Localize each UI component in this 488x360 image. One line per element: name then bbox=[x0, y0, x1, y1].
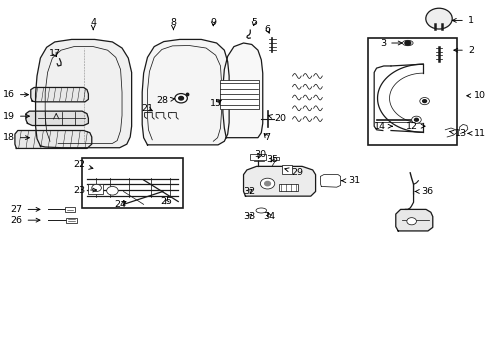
Bar bbox=[250, 154, 265, 160]
Text: 23: 23 bbox=[73, 185, 97, 194]
Text: 10: 10 bbox=[466, 91, 485, 100]
Text: 18: 18 bbox=[3, 133, 29, 142]
Circle shape bbox=[178, 96, 183, 100]
Circle shape bbox=[264, 181, 270, 186]
Polygon shape bbox=[320, 175, 340, 187]
Text: 36: 36 bbox=[414, 187, 432, 196]
Circle shape bbox=[422, 100, 426, 103]
Polygon shape bbox=[31, 87, 88, 102]
Text: 6: 6 bbox=[264, 25, 270, 34]
Circle shape bbox=[106, 186, 118, 195]
Text: 5: 5 bbox=[251, 18, 257, 27]
Text: 24: 24 bbox=[114, 200, 126, 209]
Polygon shape bbox=[395, 210, 432, 231]
Text: 32: 32 bbox=[243, 187, 255, 196]
Text: 30: 30 bbox=[253, 150, 265, 159]
Circle shape bbox=[411, 116, 420, 123]
Text: 14: 14 bbox=[373, 122, 391, 131]
Text: 25: 25 bbox=[161, 197, 172, 206]
Polygon shape bbox=[142, 40, 229, 145]
Text: 3: 3 bbox=[379, 39, 401, 48]
Ellipse shape bbox=[256, 208, 266, 213]
Bar bbox=[88, 184, 102, 194]
Circle shape bbox=[406, 218, 416, 225]
Circle shape bbox=[92, 184, 101, 192]
Text: 33: 33 bbox=[243, 212, 255, 221]
Text: 17: 17 bbox=[49, 49, 61, 58]
Circle shape bbox=[260, 178, 274, 189]
Text: 15: 15 bbox=[209, 99, 221, 108]
Bar bbox=[367, 38, 456, 145]
FancyBboxPatch shape bbox=[66, 218, 77, 223]
Text: 34: 34 bbox=[263, 212, 275, 221]
Text: 13: 13 bbox=[448, 129, 466, 138]
Text: 20: 20 bbox=[268, 114, 285, 123]
Circle shape bbox=[404, 41, 410, 45]
Polygon shape bbox=[223, 43, 262, 138]
Ellipse shape bbox=[425, 8, 451, 29]
Circle shape bbox=[175, 94, 187, 103]
Text: 4: 4 bbox=[90, 18, 96, 30]
Text: 11: 11 bbox=[467, 129, 485, 138]
Bar bbox=[219, 80, 258, 109]
Polygon shape bbox=[36, 40, 131, 148]
Text: 12: 12 bbox=[406, 122, 424, 131]
Bar bbox=[282, 165, 291, 174]
Text: 26: 26 bbox=[11, 216, 40, 225]
Text: 2: 2 bbox=[453, 46, 473, 55]
Polygon shape bbox=[26, 111, 88, 126]
Polygon shape bbox=[15, 131, 92, 148]
Text: 16: 16 bbox=[3, 90, 28, 99]
Text: 28: 28 bbox=[156, 96, 174, 105]
Text: 21: 21 bbox=[141, 104, 153, 113]
Ellipse shape bbox=[402, 40, 412, 46]
Text: 9: 9 bbox=[210, 18, 216, 27]
Polygon shape bbox=[243, 166, 315, 196]
Text: 27: 27 bbox=[11, 205, 40, 214]
Text: 29: 29 bbox=[285, 168, 303, 177]
Text: 19: 19 bbox=[3, 112, 29, 121]
Text: 1: 1 bbox=[451, 16, 473, 25]
Circle shape bbox=[414, 118, 418, 121]
Text: 35: 35 bbox=[266, 155, 278, 164]
Bar bbox=[279, 184, 298, 192]
Text: 31: 31 bbox=[341, 176, 359, 185]
Bar bbox=[82, 158, 183, 208]
Text: 8: 8 bbox=[170, 18, 176, 30]
FancyBboxPatch shape bbox=[65, 207, 75, 212]
Bar bbox=[273, 157, 279, 160]
Text: 22: 22 bbox=[73, 161, 93, 170]
Circle shape bbox=[419, 98, 428, 105]
Text: 7: 7 bbox=[264, 133, 270, 142]
